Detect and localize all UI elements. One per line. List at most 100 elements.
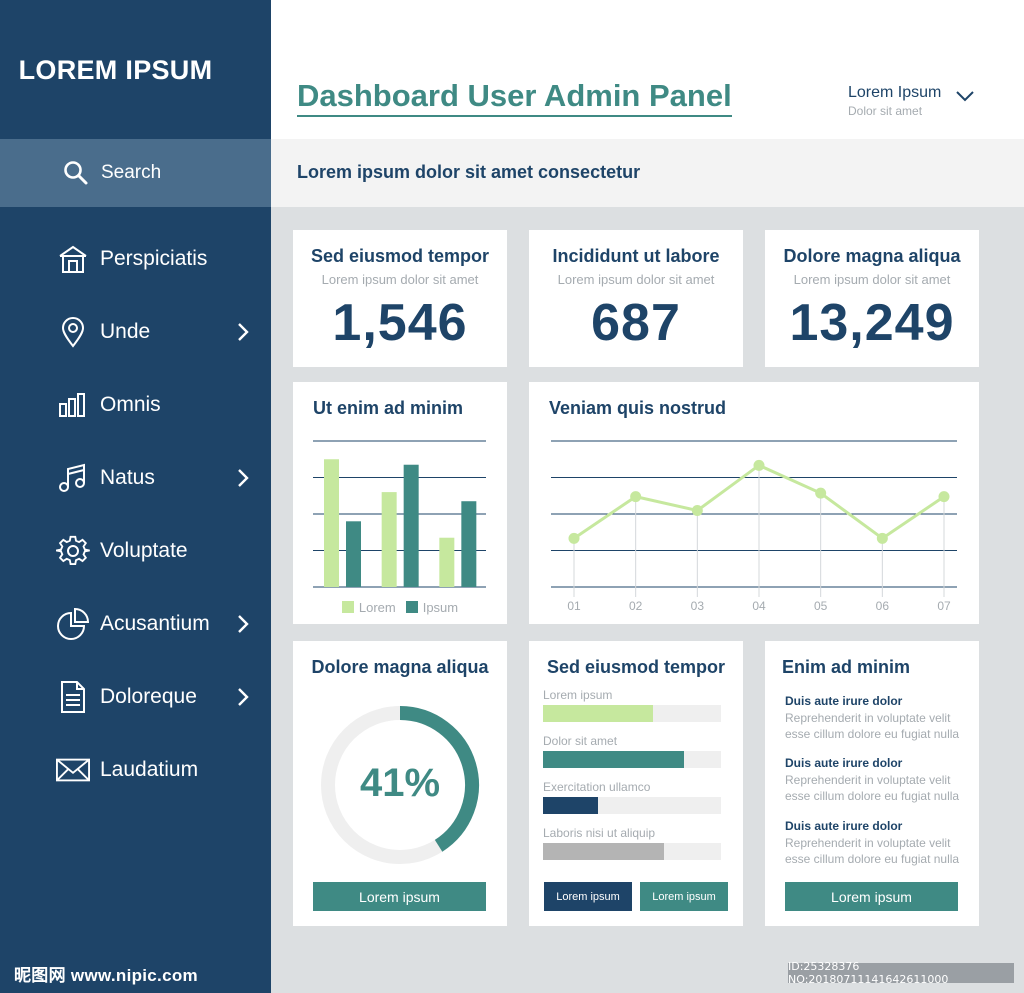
stat-title: Incididunt ut labore xyxy=(552,246,720,266)
sidebar-item-label: Omnis xyxy=(100,393,161,416)
stat-value: 13,249 xyxy=(789,294,955,352)
subheader-text: Lorem ipsum dolor sit amet consectetur xyxy=(297,162,641,182)
stat-card: Incididunt ut labore Lorem ipsum dolor s… xyxy=(529,230,743,367)
user-menu[interactable]: Lorem Ipsum Dolor sit amet xyxy=(848,84,941,118)
note-heading: Duis aute irure dolor xyxy=(785,756,903,770)
bar-lorem xyxy=(439,537,455,587)
sidebar-item-unde[interactable]: Unde xyxy=(0,308,271,356)
notes-action-button[interactable]: Lorem ipsum xyxy=(785,882,958,911)
bar-ipsum xyxy=(346,521,361,587)
stat-value: 687 xyxy=(591,294,681,352)
note-text: Reprehenderit in voluptate velit esse ci… xyxy=(785,711,960,741)
sidebar: LOREM IPSUM Search Perspiciatis Unde xyxy=(0,0,271,993)
sidebar-item-natus[interactable]: Natus xyxy=(0,454,271,502)
sidebar-item-laudatium[interactable]: Laudatium xyxy=(0,746,271,794)
stat-subtitle: Lorem ipsum dolor sit amet xyxy=(557,272,715,287)
line-chart-card: Veniam quis nostrud 01 02 03 04 05 06 07 xyxy=(529,382,979,624)
note-heading: Duis aute irure dolor xyxy=(785,694,903,708)
brand-logo: LOREM IPSUM xyxy=(18,55,213,85)
user-subtitle: Dolor sit amet xyxy=(848,104,923,118)
bar-chart-legend: Lorem Ipsum xyxy=(293,600,507,615)
bar-ipsum xyxy=(461,501,477,587)
sidebar-item-acusantium[interactable]: Acusantium xyxy=(0,600,271,648)
stat-title: Sed eiusmod tempor xyxy=(310,246,490,266)
sidebar-item-omnis[interactable]: Omnis xyxy=(0,381,271,429)
x-tick-label: 05 xyxy=(814,599,828,613)
music-note-icon xyxy=(56,461,90,495)
note-heading: Duis aute irure dolor xyxy=(785,819,903,833)
sidebar-item-label: Unde xyxy=(100,320,151,343)
gauge-title: Dolore magna aliqua xyxy=(311,657,489,677)
page-title: Dashboard User Admin Panel xyxy=(297,78,732,117)
legend-item-ipsum: Ipsum xyxy=(405,600,459,615)
bar-lorem xyxy=(381,492,397,587)
bar-chart-title: Ut enim ad minim xyxy=(313,398,464,418)
chevron-down-icon[interactable] xyxy=(955,89,975,103)
sidebar-item-label: Doloreque xyxy=(100,685,197,708)
bar-lorem xyxy=(324,459,339,587)
note-text: Reprehenderit in voluptate velit esse ci… xyxy=(785,773,960,803)
legend-label: Ipsum xyxy=(422,600,459,615)
data-point xyxy=(630,491,642,503)
progress-secondary-button[interactable]: Lorem ipsum xyxy=(640,882,728,911)
gauge-action-button[interactable]: Lorem ipsum xyxy=(313,882,486,911)
line-chart: 01 02 03 04 05 06 07 xyxy=(551,440,957,613)
data-point xyxy=(568,532,580,544)
sidebar-item-label: Voluptate xyxy=(100,539,188,562)
chevron-right-icon xyxy=(238,469,249,487)
chevron-right-icon xyxy=(238,615,249,633)
header: Dashboard User Admin Panel Lorem Ipsum D… xyxy=(271,0,1024,139)
user-name: Lorem Ipsum xyxy=(848,84,942,101)
data-point xyxy=(815,487,827,499)
sidebar-item-perspiciatis[interactable]: Perspiciatis xyxy=(0,235,271,283)
x-tick-label: 01 xyxy=(567,599,581,613)
notes-title: Enim ad minim xyxy=(782,657,911,677)
data-point xyxy=(938,491,950,503)
search-label: Search xyxy=(101,162,162,183)
stat-subtitle: Lorem ipsum dolor sit amet xyxy=(321,272,479,287)
chevron-right-icon xyxy=(238,688,249,706)
progress-label: Lorem ipsum xyxy=(543,688,613,702)
sidebar-item-doloreque[interactable]: Doloreque xyxy=(0,673,271,721)
progress-fill xyxy=(543,751,684,768)
location-pin-icon xyxy=(56,315,90,349)
x-tick-label: 03 xyxy=(691,599,705,613)
envelope-icon xyxy=(56,753,90,787)
gauge-value: 41% xyxy=(359,761,441,805)
bar-ipsum xyxy=(403,464,419,587)
progress-primary-button[interactable]: Lorem ipsum xyxy=(544,882,632,911)
watermark-id: ID:25328376 NO:20180711141642611000 xyxy=(788,960,1014,986)
bar-chart xyxy=(313,440,486,588)
sidebar-item-label: Laudatium xyxy=(100,758,199,781)
legend-swatch xyxy=(405,601,418,613)
sidebar-item-label: Perspiciatis xyxy=(100,247,208,270)
progress-track xyxy=(543,797,721,814)
sidebar-item-label: Natus xyxy=(100,466,155,489)
x-tick-label: 02 xyxy=(629,599,643,613)
stat-subtitle: Lorem ipsum dolor sit amet xyxy=(793,272,951,287)
line-chart-title: Veniam quis nostrud xyxy=(549,398,727,418)
stat-title: Dolore magna aliqua xyxy=(783,246,961,266)
pie-chart-icon xyxy=(56,607,90,641)
bar-chart-card: Ut enim ad minim Lorem Ipsum xyxy=(293,382,507,624)
sidebar-item-label: Acusantium xyxy=(100,612,210,635)
subheader: Lorem ipsum dolor sit amet consectetur xyxy=(271,139,1024,207)
gear-icon xyxy=(56,534,90,568)
sidebar-item-voluptate[interactable]: Voluptate xyxy=(0,527,271,575)
x-tick-label: 04 xyxy=(752,599,766,613)
progress-track xyxy=(543,843,721,860)
progress-label: Laboris nisi ut aliquip xyxy=(543,826,656,840)
gauge-card: Dolore magna aliqua 41% Lorem ipsum xyxy=(293,641,507,926)
x-tick-label: 07 xyxy=(937,599,951,613)
progress-label: Dolor sit amet xyxy=(543,734,618,748)
document-icon xyxy=(56,680,90,714)
watermark-logo: 昵图网 www.nipic.com xyxy=(14,966,198,985)
stat-value: 1,546 xyxy=(332,294,468,352)
legend-label: Lorem xyxy=(358,600,396,615)
search-bar[interactable]: Search xyxy=(0,139,271,207)
stat-card: Sed eiusmod tempor Lorem ipsum dolor sit… xyxy=(293,230,507,367)
notes-card: Enim ad minim Duis aute irure dolor Repr… xyxy=(765,641,979,926)
progress-fill xyxy=(543,797,599,814)
search-icon xyxy=(64,161,88,185)
progress-title: Sed eiusmod tempor xyxy=(546,657,726,677)
